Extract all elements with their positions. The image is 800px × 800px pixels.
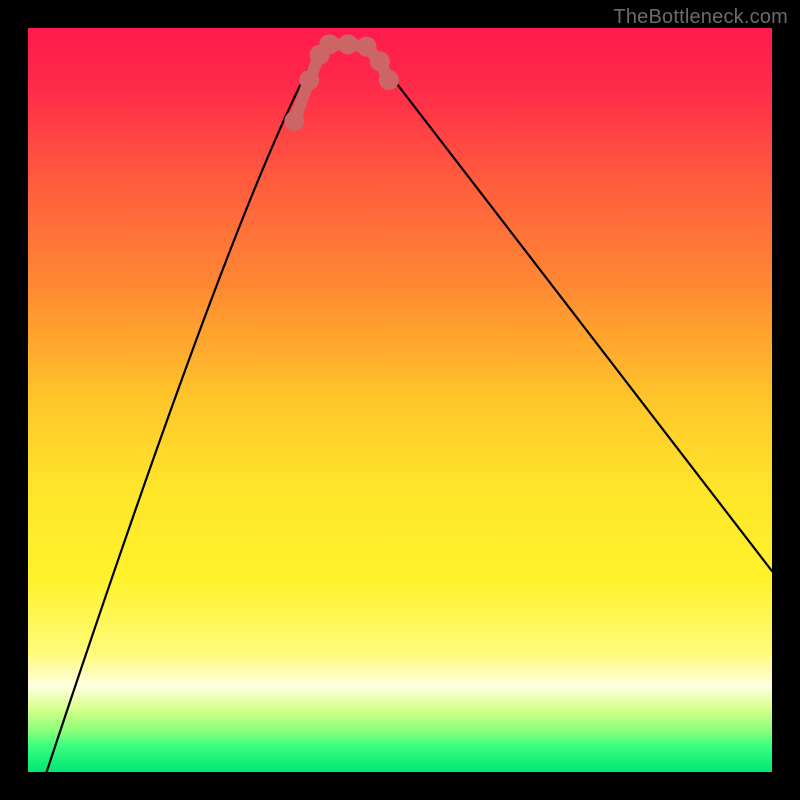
marker-dot [284,111,304,131]
marker-dot [370,51,390,71]
plot-gradient-background [28,28,772,772]
marker-dot [379,70,399,90]
marker-dot [357,37,377,57]
chart-frame: TheBottleneck.com [0,0,800,800]
bottleneck-chart [0,0,800,800]
marker-dot [319,34,339,54]
marker-dot [299,70,319,90]
watermark-text: TheBottleneck.com [613,6,788,29]
marker-dot [338,34,358,54]
